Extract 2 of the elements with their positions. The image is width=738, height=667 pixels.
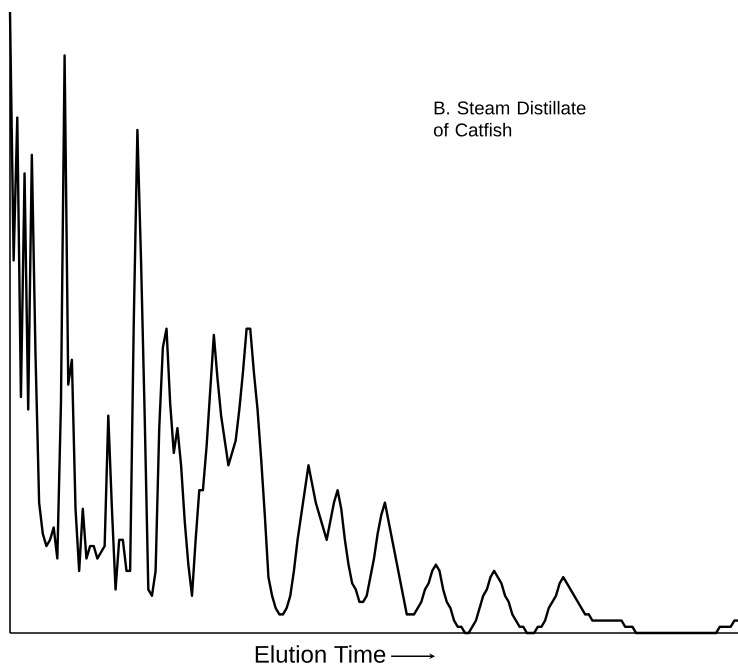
x-axis-title: Elution Time (256, 645, 386, 663)
annotation: B. Steam Distillate of Catfish (434, 100, 586, 137)
